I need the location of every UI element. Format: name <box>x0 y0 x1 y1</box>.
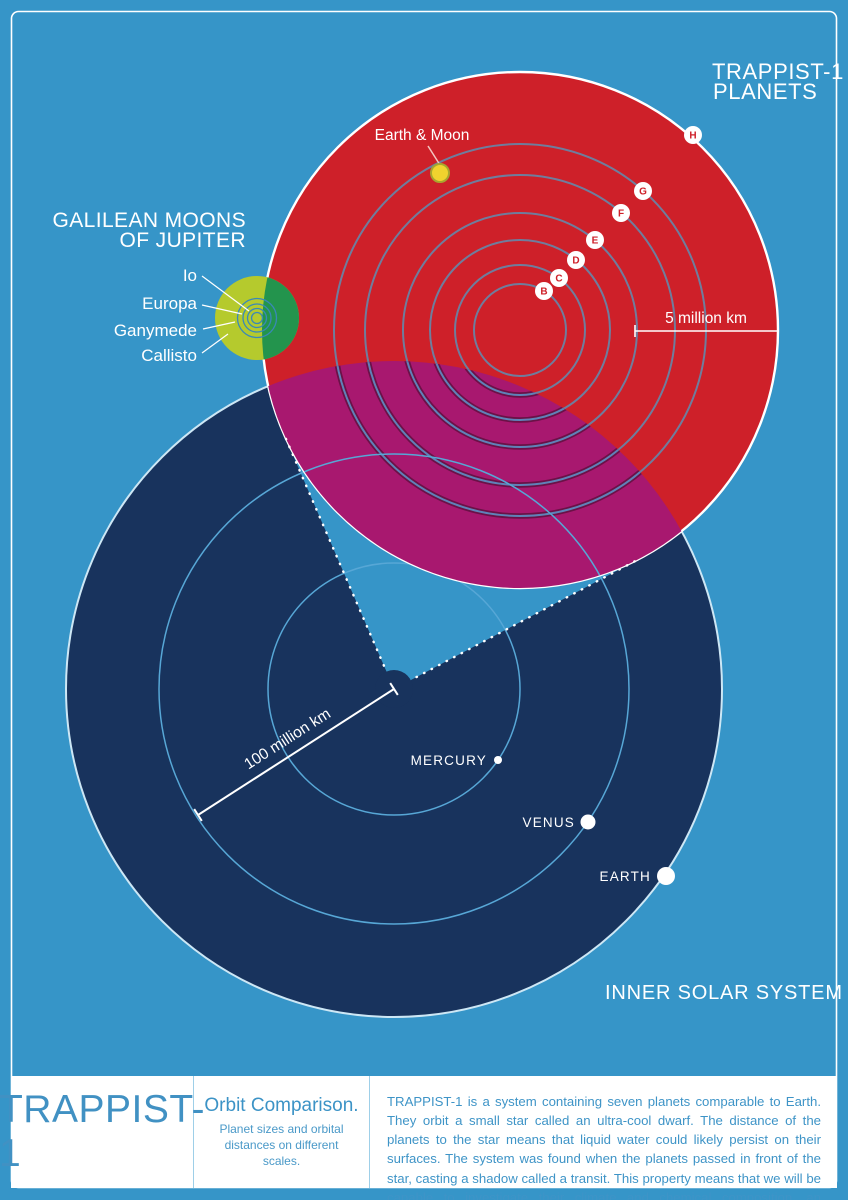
mercury-dot <box>494 756 502 764</box>
footer-subtitle-text: Planet sizes and orbital distances on di… <box>219 1121 344 1169</box>
planet-marker-h: H <box>684 126 702 144</box>
footer-description: TRAPPIST-1 is a system containing seven … <box>387 1094 821 1200</box>
galilean-moons-inset: Io Europa Ganymede Callisto GALILEAN MOO… <box>53 209 299 365</box>
planet-marker-f: F <box>612 204 630 222</box>
earth-moon-reference: Earth & Moon <box>375 127 470 183</box>
trappist-title-line2: PLANETS <box>713 79 817 104</box>
venus-label: VENUS <box>522 815 575 830</box>
earth-moon-label: Earth & Moon <box>375 127 470 144</box>
moon-label-europa: Europa <box>142 294 197 313</box>
venus-dot <box>580 814 596 830</box>
planet-marker-d: D <box>567 251 585 269</box>
svg-text:D: D <box>572 256 579 267</box>
svg-text:H: H <box>689 131 696 142</box>
svg-text:B: B <box>540 287 547 298</box>
footer: TRAPPIST-1 Orbit Comparison. Planet size… <box>0 1076 837 1200</box>
footer-title: TRAPPIST-1 <box>0 1088 206 1175</box>
inner-solar-system-title: INNER SOLAR SYSTEM <box>605 982 843 1004</box>
moon-label-callisto: Callisto <box>141 346 197 365</box>
earth-moon-dot <box>430 163 450 183</box>
galilean-title-line2: OF JUPITER <box>119 229 246 252</box>
svg-text:E: E <box>592 236 599 247</box>
planet-marker-e: E <box>586 231 604 249</box>
solar-planets: MERCURY VENUS EARTH <box>411 753 675 885</box>
jupiter-system-overlap <box>262 276 299 360</box>
footer-subtitle-heading: Orbit Comparison. <box>204 1094 359 1116</box>
planet-marker-g: G <box>634 182 652 200</box>
svg-text:C: C <box>555 274 562 285</box>
moon-label-io: Io <box>183 266 197 285</box>
trappist-title-line1: TRAPPIST-1 <box>712 59 844 84</box>
earth-dot <box>657 867 675 885</box>
overlap-solar-orbits <box>262 453 630 588</box>
trappist-scale: 5 million km <box>634 310 777 337</box>
trappist-scale-label: 5 million km <box>665 310 747 327</box>
mercury-label: MERCURY <box>411 753 487 768</box>
mercury-orbit <box>267 562 521 816</box>
planet-marker-c: C <box>550 269 568 287</box>
moon-orbit-rings <box>236 297 278 339</box>
moon-label-ganymede: Ganymede <box>114 321 197 340</box>
footer-subtitle-cell: Orbit Comparison. Planet sizes and orbit… <box>194 1076 370 1188</box>
footer-description-cell: TRAPPIST-1 is a system containing seven … <box>370 1076 837 1200</box>
svg-text:F: F <box>618 209 624 220</box>
footer-title-cell: TRAPPIST-1 <box>0 1076 205 1188</box>
svg-text:G: G <box>639 187 647 198</box>
earth-label: EARTH <box>599 869 651 884</box>
planet-marker-b: B <box>535 282 553 300</box>
zoom-wedge <box>283 432 641 689</box>
overlap-rings <box>333 361 707 517</box>
galilean-title-line1: GALILEAN MOONS <box>53 209 246 232</box>
trappist-planet-markers: B C D E F G H <box>535 126 702 300</box>
moon-leader-lines <box>201 275 250 354</box>
